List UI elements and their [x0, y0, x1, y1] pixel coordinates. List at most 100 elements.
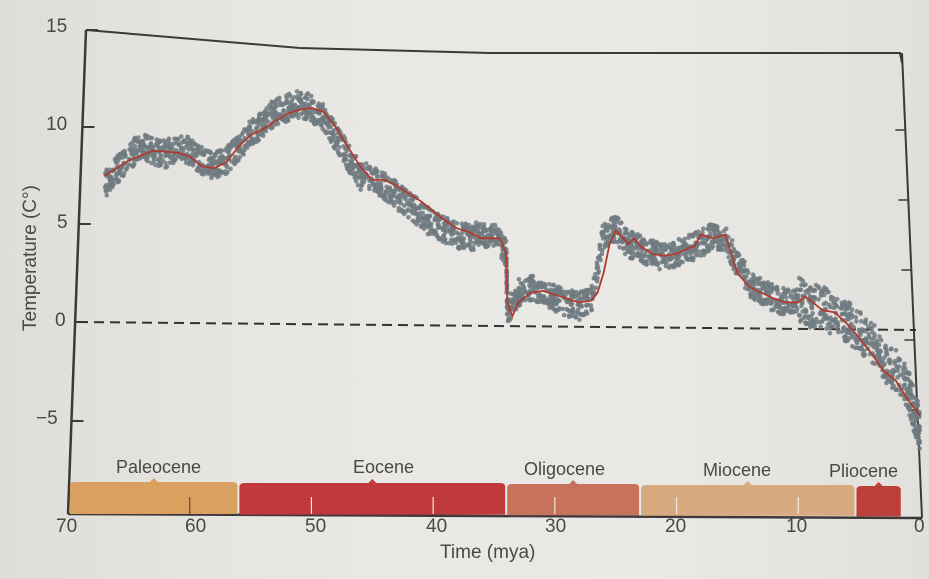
data-point — [888, 346, 894, 352]
data-point — [553, 309, 559, 314]
data-point — [217, 156, 223, 162]
data-point — [541, 300, 547, 305]
data-point — [893, 348, 899, 353]
data-point — [907, 412, 912, 418]
data-point — [810, 317, 816, 323]
data-point — [799, 303, 804, 309]
data-point — [897, 357, 903, 363]
epoch-label-miocene: Miocene — [703, 460, 772, 480]
data-point — [850, 344, 855, 349]
data-point — [824, 326, 829, 331]
data-point — [172, 136, 177, 141]
y-tick-15: 15 — [46, 16, 68, 37]
data-point — [212, 160, 217, 166]
data-point — [741, 259, 746, 265]
data-point — [189, 147, 195, 152]
data-point — [312, 121, 318, 127]
data-point — [842, 334, 848, 340]
data-point — [286, 91, 292, 97]
data-point — [451, 219, 457, 224]
data-point — [617, 221, 623, 226]
data-point — [347, 169, 353, 175]
data-point — [151, 158, 157, 163]
data-point — [776, 310, 781, 315]
data-point — [156, 140, 162, 145]
data-point — [567, 308, 572, 314]
data-point — [216, 160, 222, 165]
data-point — [152, 162, 158, 168]
data-point — [458, 233, 464, 238]
data-point — [717, 230, 723, 236]
data-point — [550, 294, 555, 299]
epoch-bar-miocene — [641, 481, 855, 516]
data-point — [516, 285, 521, 291]
data-point — [803, 289, 808, 294]
data-point — [139, 148, 144, 154]
data-point — [217, 173, 222, 178]
data-point — [263, 120, 269, 126]
data-point — [335, 138, 340, 144]
data-point — [262, 109, 267, 114]
data-point — [637, 254, 643, 259]
data-point — [250, 128, 255, 134]
data-point — [445, 216, 450, 221]
data-point — [414, 222, 420, 227]
data-point — [650, 242, 656, 247]
data-point — [800, 278, 806, 284]
data-point — [286, 100, 292, 105]
data-point — [859, 327, 865, 332]
data-point — [640, 241, 645, 246]
data-point — [711, 225, 716, 231]
data-point — [232, 137, 238, 142]
data-point — [391, 203, 397, 208]
data-point — [153, 143, 158, 148]
data-point — [591, 290, 596, 296]
data-point — [272, 122, 278, 127]
data-point — [473, 220, 479, 225]
data-point — [728, 259, 733, 265]
data-point — [349, 159, 354, 165]
data-point — [208, 150, 214, 156]
data-point — [575, 292, 580, 297]
data-point — [197, 168, 203, 173]
data-point — [245, 129, 251, 135]
data-point — [828, 304, 833, 310]
data-point — [834, 297, 840, 302]
data-point — [895, 364, 900, 370]
data-point — [637, 233, 643, 238]
data-point — [374, 168, 380, 174]
data-point — [225, 169, 230, 175]
data-point — [378, 180, 384, 186]
data-point — [319, 106, 324, 111]
data-point — [567, 299, 572, 305]
epoch-bar-pliocene — [856, 482, 901, 517]
plot-top-border — [85, 29, 903, 64]
data-point — [249, 138, 255, 143]
data-point — [600, 247, 605, 253]
data-point — [816, 297, 821, 302]
data-point — [876, 342, 882, 348]
data-point — [828, 294, 834, 300]
data-point — [516, 277, 522, 282]
data-point — [160, 158, 165, 163]
data-point — [351, 171, 357, 177]
data-point — [195, 144, 200, 150]
data-point — [603, 227, 608, 233]
data-point — [788, 294, 793, 300]
data-point — [359, 183, 365, 188]
data-point — [569, 294, 575, 300]
data-point — [823, 300, 829, 306]
data-point — [566, 289, 572, 295]
data-point — [606, 234, 611, 240]
data-point — [142, 132, 148, 138]
data-point — [614, 217, 619, 222]
y-tick-10: 10 — [46, 114, 68, 135]
data-point — [657, 242, 662, 248]
data-point — [863, 319, 868, 325]
data-point — [401, 203, 407, 208]
data-point — [907, 391, 912, 396]
data-point — [123, 154, 128, 159]
data-point — [472, 240, 477, 246]
data-point — [615, 240, 620, 245]
data-point — [115, 178, 120, 184]
